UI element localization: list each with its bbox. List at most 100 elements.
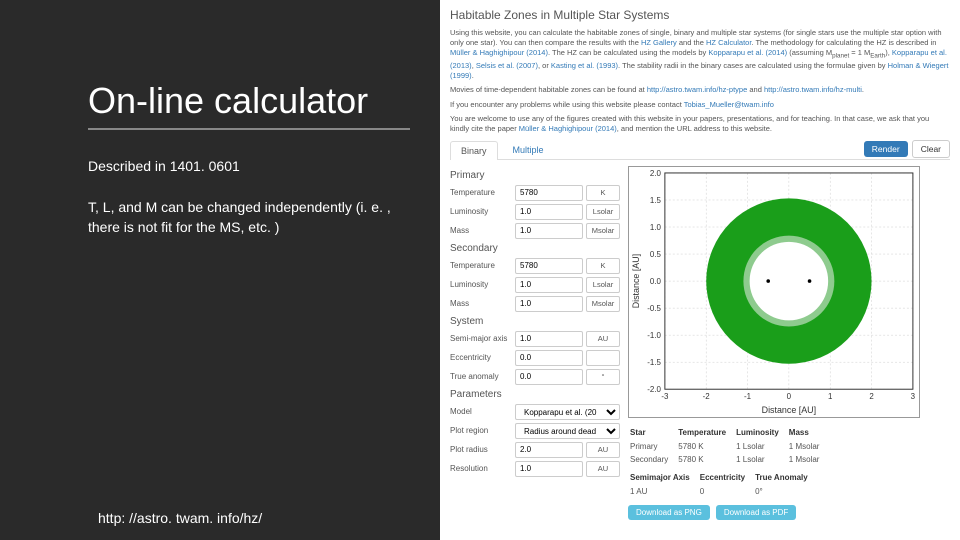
- t: = 1 M: [849, 48, 870, 57]
- clear-button[interactable]: Clear: [912, 140, 950, 158]
- svg-text:-2.0: -2.0: [647, 385, 661, 394]
- link-hz-calculator[interactable]: HZ Calculator: [706, 38, 751, 47]
- th: Mass: [789, 426, 828, 439]
- t: . The stability radii in the binary case…: [618, 61, 888, 70]
- lbl-s-lum: Luminosity: [450, 280, 512, 289]
- download-pdf-button[interactable]: Download as PDF: [716, 505, 796, 520]
- th: Eccentricity: [700, 471, 753, 484]
- unit-lsolar: Lsolar: [586, 204, 620, 220]
- link-kasting-1993[interactable]: Kasting et al. (1993): [551, 61, 618, 70]
- unit-lsolar: Lsolar: [586, 277, 620, 293]
- lbl-model: Model: [450, 407, 512, 416]
- input-p-mass[interactable]: [515, 223, 583, 239]
- t: .: [862, 85, 864, 94]
- input-s-lum[interactable]: [515, 277, 583, 293]
- svg-text:-1.5: -1.5: [647, 358, 661, 367]
- slide-url: http: //astro. twam. info/hz/: [98, 510, 262, 526]
- td: 5780 K: [678, 454, 734, 465]
- svg-text:-1.0: -1.0: [647, 331, 661, 340]
- svg-text:-2: -2: [703, 392, 710, 401]
- t: , and mention the URL address to this we…: [617, 124, 772, 133]
- link-movies-ptype[interactable]: http://astro.twam.info/hz-ptype: [647, 85, 747, 94]
- input-s-mass[interactable]: [515, 296, 583, 312]
- render-button[interactable]: Render: [864, 141, 908, 157]
- results-orbit: Semimajor AxisEccentricityTrue Anomaly 1…: [628, 469, 950, 499]
- svg-text:1: 1: [828, 392, 833, 401]
- svg-text:Distance [AU]: Distance [AU]: [762, 405, 816, 415]
- lbl-p-temp: Temperature: [450, 188, 512, 197]
- unit-none: [586, 350, 620, 366]
- lbl-ecc: Eccentricity: [450, 353, 512, 362]
- results-tables: StarTemperatureLuminosityMass Primary578…: [628, 424, 950, 467]
- link-contact[interactable]: Tobias_Mueller@twam.info: [684, 100, 774, 109]
- app-intro-4: You are welcome to use any of the figure…: [450, 114, 950, 134]
- app-title: Habitable Zones in Multiple Star Systems: [450, 8, 950, 22]
- unit-deg: °: [586, 369, 620, 385]
- unit-msolar: Msolar: [586, 223, 620, 239]
- slide-body: T, L, and M can be changed independently…: [88, 198, 410, 237]
- input-p-lum[interactable]: [515, 204, 583, 220]
- hz-calculator-app: Habitable Zones in Multiple Star Systems…: [440, 0, 960, 540]
- input-s-temp[interactable]: [515, 258, 583, 274]
- link-movies-multi[interactable]: http://astro.twam.info/hz-multi: [764, 85, 862, 94]
- tab-binary[interactable]: Binary: [450, 141, 498, 160]
- input-ta[interactable]: [515, 369, 583, 385]
- input-p-temp[interactable]: [515, 185, 583, 201]
- lbl-plotradius: Plot radius: [450, 445, 512, 454]
- app-intro-2: Movies of time-dependent habitable zones…: [450, 85, 950, 95]
- td: 0: [700, 486, 753, 497]
- lbl-ta: True anomaly: [450, 372, 512, 381]
- svg-text:1.5: 1.5: [650, 196, 662, 205]
- lbl-sma: Semi-major axis: [450, 334, 512, 343]
- unit-msolar: Msolar: [586, 296, 620, 312]
- section-parameters: Parameters: [450, 389, 620, 400]
- th: Star: [630, 426, 676, 439]
- hz-chart: -3-2-10123-2.0-1.5-1.0-0.50.00.51.01.52.…: [628, 166, 920, 418]
- app-intro-3: If you encounter any problems while usin…: [450, 100, 950, 110]
- input-resolution[interactable]: [515, 461, 583, 477]
- unit-au: AU: [586, 442, 620, 458]
- select-model[interactable]: Kopparapu et al. (20: [515, 404, 620, 420]
- th: True Anomaly: [755, 471, 816, 484]
- svg-text:0.5: 0.5: [650, 250, 662, 259]
- lbl-p-lum: Luminosity: [450, 207, 512, 216]
- unit-au: AU: [586, 331, 620, 347]
- slide-title: On-line calculator: [88, 80, 410, 130]
- lbl-s-mass: Mass: [450, 299, 512, 308]
- unit-au: AU: [586, 461, 620, 477]
- link-cite[interactable]: Müller & Haghighipour (2014): [519, 124, 617, 133]
- td: Secondary: [630, 454, 676, 465]
- link-selsis-2007[interactable]: Selsis et al. (2007): [476, 61, 538, 70]
- t: . The methodology for calculating the HZ…: [751, 38, 936, 47]
- app-intro-1: Using this website, you can calculate th…: [450, 28, 950, 81]
- t: ),: [885, 48, 892, 57]
- input-plotradius[interactable]: [515, 442, 583, 458]
- select-plotregion[interactable]: Radius around dead: [515, 423, 620, 439]
- svg-text:0.0: 0.0: [650, 277, 662, 286]
- download-png-button[interactable]: Download as PNG: [628, 505, 710, 520]
- lbl-s-temp: Temperature: [450, 261, 512, 270]
- td: 1 Lsolar: [736, 441, 787, 452]
- input-sma[interactable]: [515, 331, 583, 347]
- section-secondary: Secondary: [450, 243, 620, 254]
- results-orbit-table: Semimajor AxisEccentricityTrue Anomaly 1…: [628, 469, 818, 499]
- td: 1 Lsolar: [736, 454, 787, 465]
- td: Primary: [630, 441, 676, 452]
- input-ecc[interactable]: [515, 350, 583, 366]
- results-stars-table: StarTemperatureLuminosityMass Primary578…: [628, 424, 829, 467]
- t: (assuming M: [787, 48, 832, 57]
- link-muller-2014[interactable]: Müller & Haghighipour (2014): [450, 48, 548, 57]
- section-primary: Primary: [450, 170, 620, 181]
- unit-k: K: [586, 185, 620, 201]
- t: If you encounter any problems while usin…: [450, 100, 684, 109]
- td: 1 AU: [630, 486, 698, 497]
- lbl-resolution: Resolution: [450, 464, 512, 473]
- t: Earth: [870, 53, 885, 60]
- unit-k: K: [586, 258, 620, 274]
- t: and: [747, 85, 764, 94]
- svg-text:1.0: 1.0: [650, 223, 662, 232]
- link-hz-gallery[interactable]: HZ Gallery: [641, 38, 677, 47]
- link-kopparapu-2014[interactable]: Kopparapu et al. (2014): [708, 48, 787, 57]
- lbl-p-mass: Mass: [450, 226, 512, 235]
- tab-multiple[interactable]: Multiple: [502, 140, 555, 159]
